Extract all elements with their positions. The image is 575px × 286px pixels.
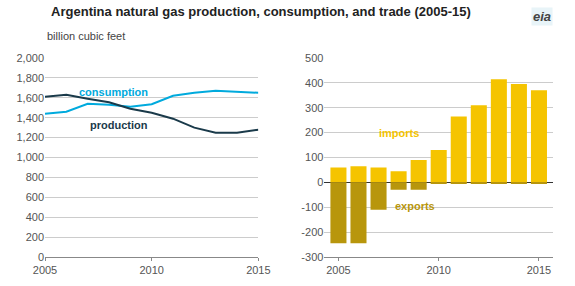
svg-text:1,000: 1,000 xyxy=(16,151,44,163)
svg-text:400: 400 xyxy=(305,77,323,89)
svg-text:2015: 2015 xyxy=(246,264,270,276)
svg-text:1,600: 1,600 xyxy=(16,92,44,104)
svg-text:1,400: 1,400 xyxy=(16,112,44,124)
svg-text:400: 400 xyxy=(26,211,44,223)
svg-text:2015: 2015 xyxy=(527,264,551,276)
svg-text:-300: -300 xyxy=(301,251,323,263)
svg-text:2005: 2005 xyxy=(33,264,57,276)
svg-text:2,000: 2,000 xyxy=(16,52,44,64)
svg-text:Argentina natural gas producti: Argentina natural gas production, consum… xyxy=(51,4,471,19)
svg-text:production: production xyxy=(90,119,148,131)
svg-text:2010: 2010 xyxy=(426,264,450,276)
svg-text:0: 0 xyxy=(317,176,323,188)
svg-text:100: 100 xyxy=(305,151,323,163)
svg-text:800: 800 xyxy=(26,171,44,183)
svg-text:500: 500 xyxy=(305,52,323,64)
svg-text:billion cubic feet: billion cubic feet xyxy=(47,30,125,42)
svg-text:1,800: 1,800 xyxy=(16,72,44,84)
svg-text:600: 600 xyxy=(26,191,44,203)
svg-text:2010: 2010 xyxy=(139,264,163,276)
svg-text:1,200: 1,200 xyxy=(16,131,44,143)
svg-text:300: 300 xyxy=(305,102,323,114)
svg-text:exports: exports xyxy=(395,200,435,212)
svg-text:-200: -200 xyxy=(301,226,323,238)
svg-text:imports: imports xyxy=(379,127,419,139)
svg-text:eia: eia xyxy=(533,9,551,24)
svg-text:consumption: consumption xyxy=(79,86,148,98)
svg-text:200: 200 xyxy=(26,231,44,243)
svg-text:200: 200 xyxy=(305,126,323,138)
svg-text:0: 0 xyxy=(38,251,44,263)
svg-text:2005: 2005 xyxy=(326,264,350,276)
svg-text:-100: -100 xyxy=(301,201,323,213)
